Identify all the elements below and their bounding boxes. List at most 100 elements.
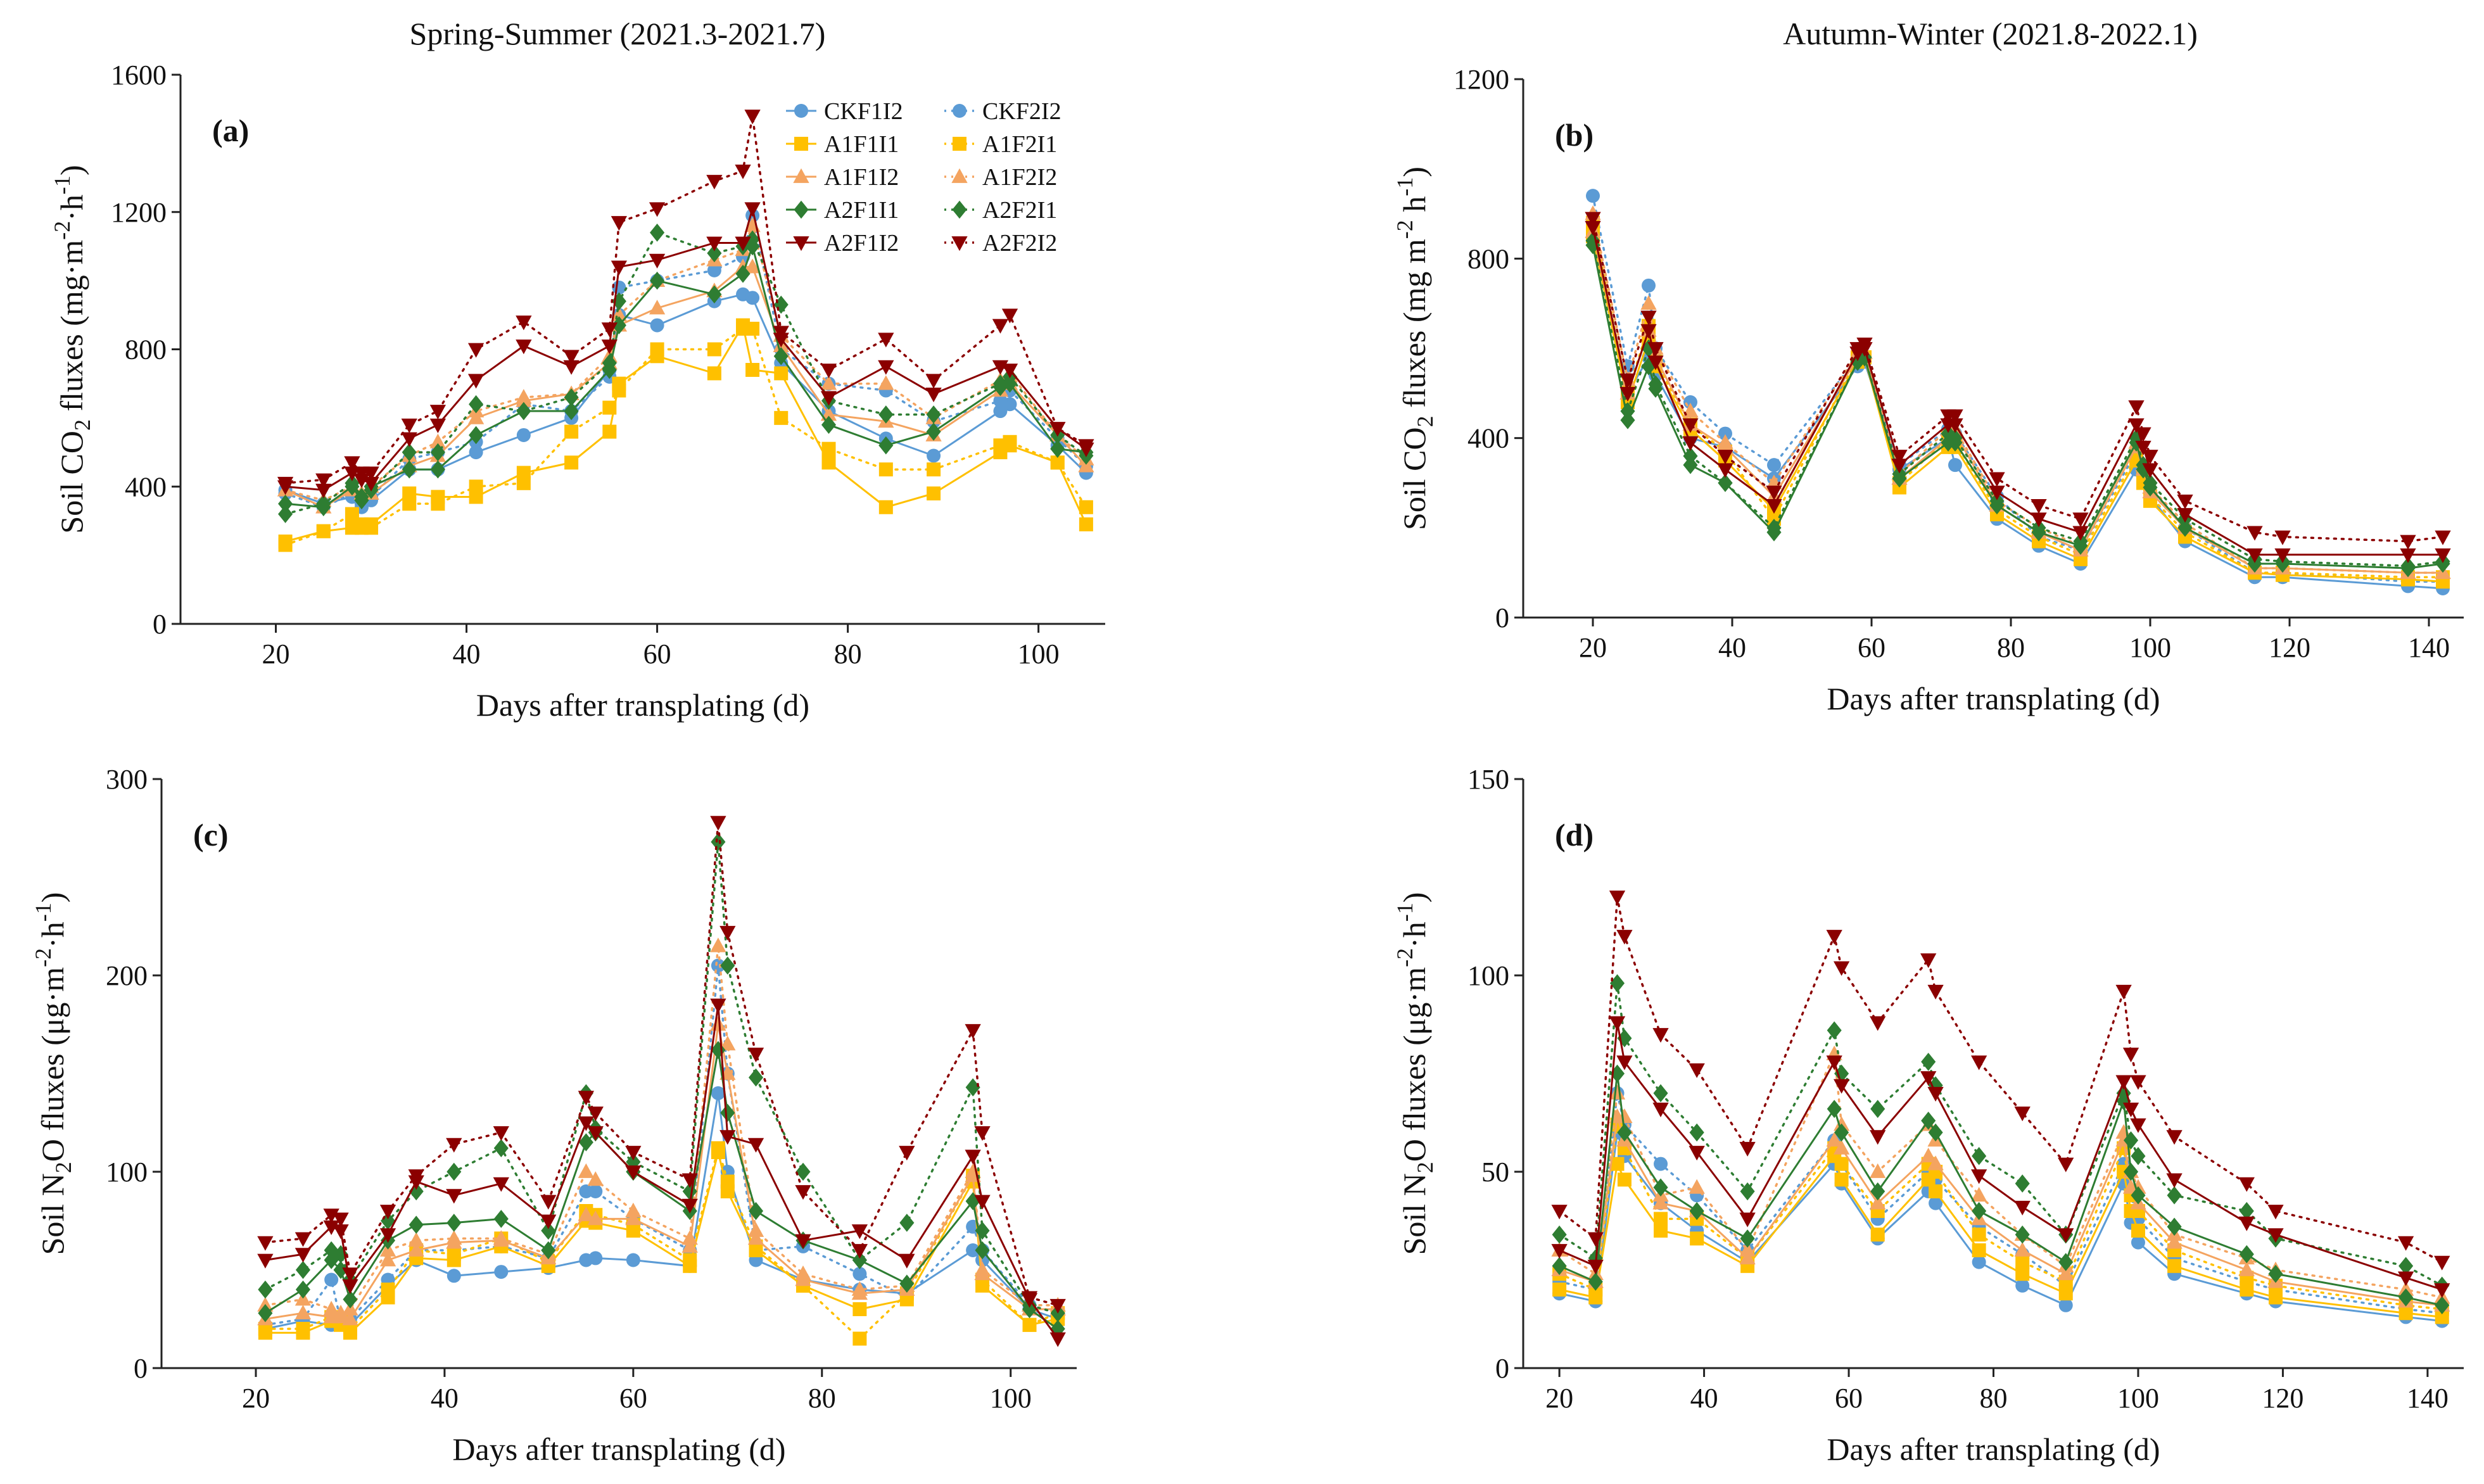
legend-marker bbox=[951, 168, 968, 183]
data-point bbox=[578, 1163, 595, 1178]
data-point bbox=[342, 1310, 358, 1326]
data-point bbox=[820, 391, 837, 406]
data-point bbox=[379, 1228, 396, 1243]
data-point bbox=[711, 832, 726, 851]
data-point bbox=[2400, 548, 2416, 564]
legend-marker bbox=[794, 200, 809, 219]
y-tick-label: 800 bbox=[125, 334, 167, 365]
data-point bbox=[295, 1232, 312, 1247]
data-point bbox=[257, 1236, 274, 1251]
data-point bbox=[682, 1182, 697, 1201]
data-point bbox=[735, 236, 751, 251]
data-point bbox=[2031, 499, 2047, 514]
data-point bbox=[345, 474, 360, 493]
x-tick-label: 100 bbox=[990, 1383, 1032, 1414]
data-point bbox=[1739, 1141, 1756, 1157]
legend-item-A1F2I2: A1F2I2 bbox=[944, 164, 1057, 191]
data-point bbox=[1619, 373, 1636, 388]
data-point bbox=[1717, 463, 1733, 478]
data-point bbox=[2177, 494, 2193, 510]
data-point bbox=[1003, 434, 1017, 449]
data-point bbox=[1929, 1196, 1943, 1210]
data-point bbox=[965, 1150, 981, 1165]
data-point bbox=[774, 410, 789, 425]
panel-title: Spring-Summer (2021.3-2021.7) bbox=[410, 16, 826, 51]
data-point bbox=[1718, 426, 1732, 441]
panel-letter: (b) bbox=[1555, 117, 1594, 153]
data-point bbox=[899, 1146, 915, 1161]
data-point bbox=[324, 1272, 339, 1287]
data-point bbox=[2246, 548, 2263, 564]
data-point bbox=[1617, 1029, 1632, 1048]
data-point bbox=[402, 443, 417, 462]
data-point bbox=[2130, 1118, 2146, 1133]
data-point bbox=[379, 1252, 396, 1267]
data-point bbox=[1689, 1179, 1705, 1194]
data-point bbox=[1648, 375, 1663, 393]
data-point bbox=[2238, 1261, 2255, 1276]
panel-letter: (c) bbox=[193, 817, 229, 853]
data-point bbox=[706, 175, 723, 190]
data-point bbox=[707, 263, 721, 277]
data-point bbox=[2123, 1131, 2139, 1150]
data-point bbox=[2397, 1271, 2414, 1286]
data-point bbox=[851, 1244, 868, 1259]
data-point bbox=[927, 448, 941, 463]
data-point bbox=[683, 1253, 697, 1267]
data-point bbox=[516, 428, 531, 442]
data-point bbox=[1689, 1146, 1705, 1161]
data-point bbox=[564, 424, 579, 439]
x-tick-label: 80 bbox=[1980, 1383, 2008, 1414]
legend-marker bbox=[793, 236, 809, 251]
data-point bbox=[1620, 402, 1635, 421]
data-point bbox=[2142, 450, 2158, 465]
y-tick-label: 200 bbox=[106, 960, 148, 991]
data-point bbox=[446, 1189, 462, 1204]
data-point bbox=[650, 271, 665, 290]
data-point bbox=[1682, 436, 1699, 451]
legend-label: A2F1I2 bbox=[824, 230, 899, 257]
data-point bbox=[601, 322, 618, 338]
y-tick-label: 100 bbox=[106, 1157, 148, 1188]
data-point bbox=[1834, 1157, 1849, 1171]
data-point bbox=[992, 319, 1009, 334]
data-point bbox=[2058, 1298, 2073, 1312]
series-line bbox=[1592, 244, 2444, 569]
data-point bbox=[493, 1230, 509, 1245]
y-tick-label: 100 bbox=[1467, 960, 1509, 991]
data-point bbox=[601, 339, 618, 355]
data-point bbox=[1856, 338, 1873, 353]
legend-item-CKF1I2: CKF1I2 bbox=[786, 98, 903, 125]
chart-panel-4: 0 50 100 150 20 40 60 80 100 120 140 Days after tra… bbox=[1392, 764, 2464, 1467]
series-line bbox=[1558, 1050, 2443, 1299]
data-point bbox=[744, 110, 761, 125]
data-point bbox=[516, 402, 531, 421]
data-point bbox=[563, 350, 580, 365]
data-point bbox=[710, 998, 726, 1013]
data-point bbox=[1049, 1332, 1066, 1347]
series-CKF2I2 bbox=[258, 958, 1065, 1332]
data-point bbox=[625, 1202, 642, 1217]
data-point bbox=[278, 495, 293, 513]
legend-item-A1F1I2: A1F1I2 bbox=[786, 164, 899, 191]
data-point bbox=[878, 333, 894, 348]
data-point bbox=[851, 1281, 868, 1296]
data-point bbox=[1640, 310, 1657, 326]
x-tick-label: 20 bbox=[262, 638, 290, 669]
data-point bbox=[364, 521, 379, 535]
data-point bbox=[494, 1265, 509, 1279]
data-point bbox=[2166, 1173, 2183, 1188]
data-point bbox=[1683, 447, 1698, 466]
data-point bbox=[1921, 1053, 1936, 1071]
data-point bbox=[587, 1126, 604, 1141]
data-point bbox=[2240, 1283, 2254, 1297]
data-point bbox=[649, 253, 666, 269]
data-point bbox=[564, 388, 579, 407]
series-A1F1I2 bbox=[257, 1016, 1066, 1326]
data-point bbox=[587, 1210, 604, 1226]
data-point bbox=[926, 422, 941, 441]
legend-label: CKF1I2 bbox=[824, 98, 903, 125]
data-point bbox=[408, 1241, 424, 1257]
data-point bbox=[401, 418, 417, 433]
